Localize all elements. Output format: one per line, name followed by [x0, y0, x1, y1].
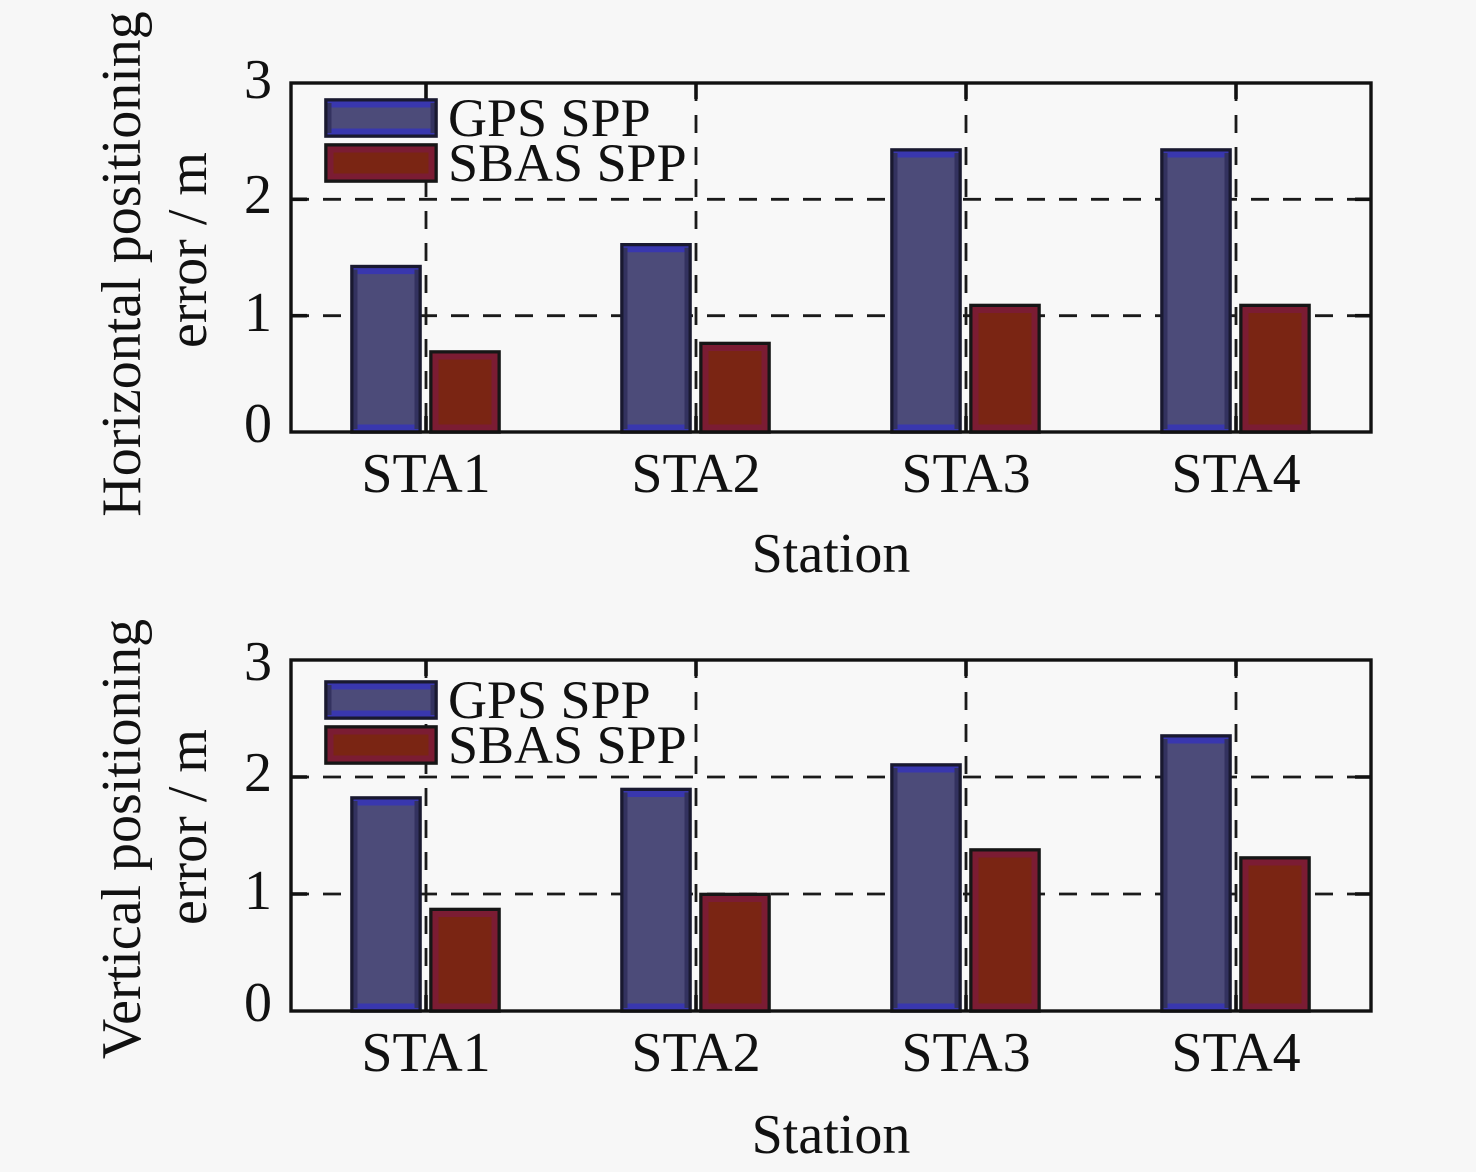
svg-text:SBAS SPP: SBAS SPP — [448, 133, 687, 193]
svg-text:3: 3 — [244, 631, 272, 693]
svg-text:Station: Station — [752, 1104, 911, 1166]
svg-text:STA2: STA2 — [631, 443, 760, 505]
svg-text:Station: Station — [752, 523, 911, 585]
svg-text:error / m: error / m — [157, 152, 219, 348]
svg-text:Horizontal positioning: Horizontal positioning — [91, 11, 153, 517]
svg-text:3: 3 — [244, 49, 272, 111]
svg-text:SBAS SPP: SBAS SPP — [448, 715, 687, 775]
svg-text:1: 1 — [244, 860, 272, 922]
svg-text:STA1: STA1 — [361, 443, 490, 505]
svg-text:STA1: STA1 — [361, 1022, 490, 1084]
svg-text:2: 2 — [244, 742, 272, 804]
svg-text:1: 1 — [244, 282, 272, 344]
svg-text:STA3: STA3 — [901, 443, 1030, 505]
svg-text:0: 0 — [244, 972, 272, 1034]
svg-text:GPS SPP: GPS SPP — [448, 670, 651, 730]
svg-text:GPS SPP: GPS SPP — [448, 88, 651, 148]
svg-text:2: 2 — [244, 164, 272, 226]
svg-text:STA2: STA2 — [631, 1022, 760, 1084]
svg-text:STA4: STA4 — [1171, 443, 1300, 505]
svg-text:STA3: STA3 — [901, 1022, 1030, 1084]
svg-text:error / m: error / m — [157, 729, 219, 925]
svg-text:Vertical positioning: Vertical positioning — [91, 619, 153, 1059]
svg-text:0: 0 — [244, 393, 272, 455]
svg-text:STA4: STA4 — [1171, 1022, 1300, 1084]
